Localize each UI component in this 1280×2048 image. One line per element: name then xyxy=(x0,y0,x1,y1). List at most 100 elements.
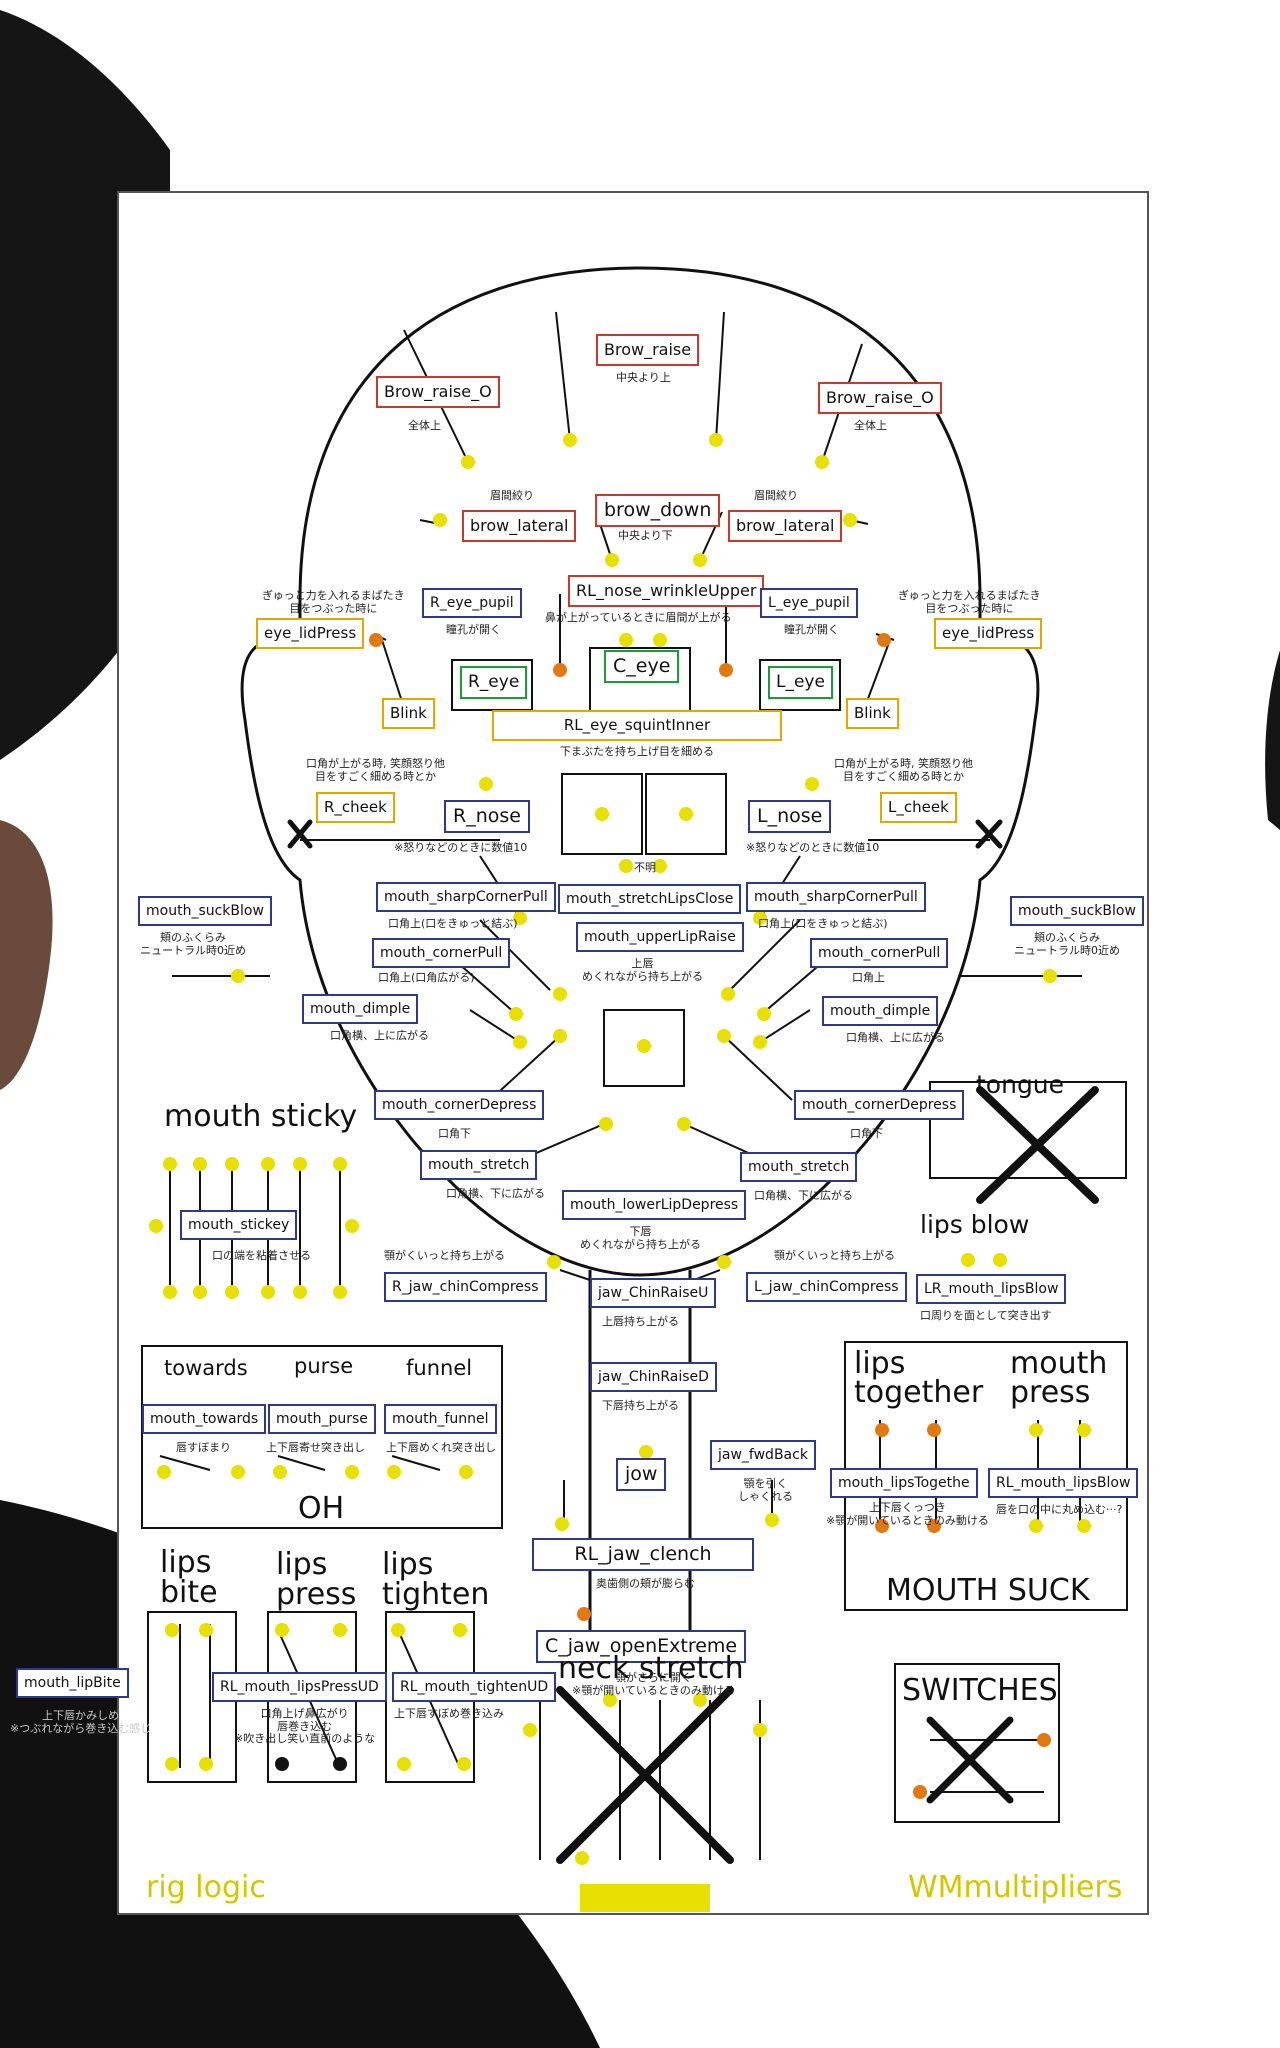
control-dot[interactable] xyxy=(603,1693,617,1707)
control-dot[interactable] xyxy=(193,1285,207,1299)
mouth-lipbite-label[interactable]: mouth_lipBite xyxy=(16,1668,129,1698)
r-eye-pupil-label[interactable]: R_eye_pupil xyxy=(422,588,522,618)
jaw-fwdback-label[interactable]: jaw_fwdBack xyxy=(710,1440,816,1470)
control-dot[interactable] xyxy=(231,1465,245,1479)
control-dot[interactable] xyxy=(577,1607,591,1621)
control-dot[interactable] xyxy=(433,513,447,527)
control-dot[interactable] xyxy=(275,1623,289,1637)
control-dot[interactable] xyxy=(333,1757,347,1771)
control-dot[interactable] xyxy=(231,969,245,983)
control-dot[interactable] xyxy=(653,859,667,873)
brow-raise-o-right-label[interactable]: Brow_raise_O xyxy=(376,376,500,408)
control-dot[interactable] xyxy=(165,1757,179,1771)
eye-lidpress-right-label[interactable]: eye_lidPress xyxy=(256,618,365,649)
control-dot[interactable] xyxy=(555,1517,569,1531)
control-dot[interactable] xyxy=(709,433,723,447)
control-dot[interactable] xyxy=(765,1513,779,1527)
mouth-dimple-right-label[interactable]: mouth_dimple xyxy=(302,994,419,1024)
rl-nose-wrinkle-label[interactable]: RL_nose_wrinkleUpper xyxy=(568,575,765,607)
brow-down-label[interactable]: brow_down xyxy=(595,494,721,527)
jaw-chinraised-label[interactable]: jaw_ChinRaiseD xyxy=(590,1362,717,1392)
control-dot[interactable] xyxy=(961,1253,975,1267)
control-dot[interactable] xyxy=(1037,1733,1051,1747)
control-dot[interactable] xyxy=(927,1423,941,1437)
brow-lateral-right-label[interactable]: brow_lateral xyxy=(462,510,577,542)
control-dot[interactable] xyxy=(717,1255,731,1269)
control-dot[interactable] xyxy=(387,1465,401,1479)
control-dot[interactable] xyxy=(513,1035,527,1049)
mouth-suckblow-right-label[interactable]: mouth_suckBlow xyxy=(138,896,272,926)
control-dot[interactable] xyxy=(1029,1519,1043,1533)
mouth-suckblow-left-label[interactable]: mouth_suckBlow xyxy=(1010,896,1144,926)
control-dot[interactable] xyxy=(397,1757,411,1771)
control-dot[interactable] xyxy=(619,633,633,647)
control-dot[interactable] xyxy=(677,1117,691,1131)
control-dot[interactable] xyxy=(753,1723,767,1737)
control-dot[interactable] xyxy=(815,455,829,469)
control-dot[interactable] xyxy=(345,1219,359,1233)
control-dot[interactable] xyxy=(753,1035,767,1049)
control-dot[interactable] xyxy=(913,1785,927,1799)
control-dot[interactable] xyxy=(479,777,493,791)
control-dot[interactable] xyxy=(261,1285,275,1299)
c-jaw-open-label[interactable]: C_jaw_openExtreme xyxy=(536,1630,747,1663)
mouth-sharp-right-label[interactable]: mouth_sharpCornerPull xyxy=(376,882,556,912)
control-dot[interactable] xyxy=(717,1029,731,1043)
control-dot[interactable] xyxy=(575,1851,589,1865)
control-dot[interactable] xyxy=(805,777,819,791)
control-dot[interactable] xyxy=(1077,1519,1091,1533)
control-dot[interactable] xyxy=(457,1757,471,1771)
control-dot[interactable] xyxy=(875,1519,889,1533)
control-dot[interactable] xyxy=(199,1757,213,1771)
control-dot[interactable] xyxy=(333,1623,347,1637)
control-dot[interactable] xyxy=(157,1465,171,1479)
mouth-stretchlips-label[interactable]: mouth_stretchLipsClose xyxy=(558,884,742,914)
control-dot[interactable] xyxy=(261,1157,275,1171)
control-dot[interactable] xyxy=(599,1117,613,1131)
control-dot[interactable] xyxy=(1043,969,1057,983)
blink-left-label[interactable]: Blink xyxy=(846,698,899,729)
control-dot[interactable] xyxy=(1029,1423,1043,1437)
blink-right-label[interactable]: Blink xyxy=(382,698,435,729)
lr-lipsblow-label[interactable]: LR_mouth_lipsBlow xyxy=(916,1274,1067,1304)
mouth-lipstogether-label[interactable]: mouth_lipsTogethe xyxy=(830,1468,978,1498)
mouth-cornerpull-right-label[interactable]: mouth_cornerPull xyxy=(372,938,511,968)
eye-lidpress-left-label[interactable]: eye_lidPress xyxy=(934,618,1043,649)
mouth-cornerdepress-right-label[interactable]: mouth_cornerDepress xyxy=(374,1090,545,1120)
control-dot[interactable] xyxy=(693,1693,707,1707)
control-dot[interactable] xyxy=(459,1465,473,1479)
control-dot[interactable] xyxy=(275,1757,289,1771)
control-dot[interactable] xyxy=(199,1623,213,1637)
rl-lipspress-label[interactable]: RL_mouth_lipsPressUD xyxy=(212,1672,387,1702)
control-dot[interactable] xyxy=(753,911,767,925)
mouth-stretch-right-label[interactable]: mouth_stretch xyxy=(420,1150,538,1180)
control-dot[interactable] xyxy=(293,1285,307,1299)
control-dot[interactable] xyxy=(553,663,567,677)
brow-raise-label[interactable]: Brow_raise xyxy=(596,334,700,366)
control-dot[interactable] xyxy=(877,633,891,647)
jow-label[interactable]: jow xyxy=(616,1458,667,1491)
control-dot[interactable] xyxy=(553,1029,567,1043)
jaw-chinraiseu-label[interactable]: jaw_ChinRaiseU xyxy=(590,1278,717,1308)
rl-tighten-label[interactable]: RL_mouth_tightenUD xyxy=(392,1672,557,1702)
mouth-dimple-left-label[interactable]: mouth_dimple xyxy=(822,996,939,1026)
l-eye-label[interactable]: L_eye xyxy=(768,666,833,699)
control-dot[interactable] xyxy=(637,1039,651,1053)
rl-jaw-clench-label[interactable]: RL_jaw_clench xyxy=(532,1538,754,1571)
mouth-purse-label[interactable]: mouth_purse xyxy=(268,1404,376,1434)
mouth-stretch-left-label[interactable]: mouth_stretch xyxy=(740,1152,858,1182)
control-dot[interactable] xyxy=(547,1255,561,1269)
control-dot[interactable] xyxy=(719,663,733,677)
control-dot[interactable] xyxy=(1077,1423,1091,1437)
control-dot[interactable] xyxy=(453,1623,467,1637)
r-jaw-chin-label[interactable]: R_jaw_chinCompress xyxy=(384,1272,547,1302)
l-cheek-label[interactable]: L_cheek xyxy=(880,792,957,823)
control-dot[interactable] xyxy=(225,1285,239,1299)
l-eye-pupil-label[interactable]: L_eye_pupil xyxy=(760,588,858,618)
control-dot[interactable] xyxy=(927,1519,941,1533)
control-dot[interactable] xyxy=(273,1465,287,1479)
control-dot[interactable] xyxy=(843,513,857,527)
control-dot[interactable] xyxy=(875,1423,889,1437)
control-dot[interactable] xyxy=(605,553,619,567)
mouth-towards-label[interactable]: mouth_towards xyxy=(142,1404,267,1434)
